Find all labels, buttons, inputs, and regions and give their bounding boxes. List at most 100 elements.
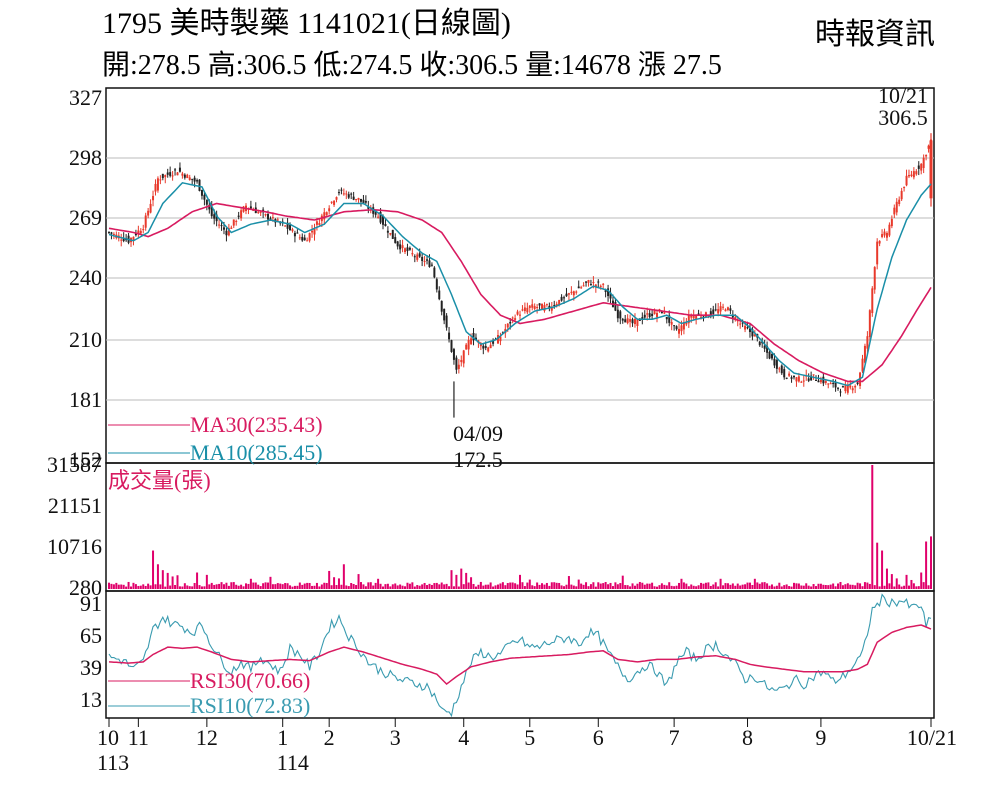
volume-bar <box>849 584 852 589</box>
candle-body <box>132 236 135 240</box>
candle-body <box>770 353 773 359</box>
candle-body <box>648 313 651 318</box>
candle-body <box>215 214 218 222</box>
volume-bar <box>555 582 558 589</box>
volume-bar <box>499 583 502 589</box>
candle-body <box>396 241 399 247</box>
candle-body <box>824 381 827 383</box>
price-tick-label: 269 <box>69 205 102 230</box>
volume-bar <box>477 584 480 589</box>
volume-bar <box>372 585 375 589</box>
price-tick-label: 210 <box>69 327 102 352</box>
candle-body <box>797 376 800 382</box>
volume-bar <box>859 583 862 589</box>
volume-bar <box>115 582 118 589</box>
candle-body <box>751 329 754 337</box>
candle-body <box>352 196 355 200</box>
volume-bar <box>169 585 172 589</box>
volume-bar <box>399 584 402 589</box>
volume-bar <box>888 583 891 589</box>
candle-body <box>646 313 649 315</box>
candle-body <box>621 318 624 321</box>
candle-body <box>169 172 172 176</box>
volume-bar <box>746 582 749 589</box>
x-tick-label: 7 <box>669 725 680 750</box>
volume-bar <box>824 585 827 589</box>
candle-body <box>555 303 558 306</box>
volume-bar <box>384 584 387 589</box>
candle-body <box>470 338 473 345</box>
candle-body <box>144 215 147 228</box>
candle-body <box>492 340 495 344</box>
candle-body <box>717 309 720 314</box>
volume-bar <box>465 572 468 589</box>
candle-body <box>298 237 301 239</box>
volume-bar <box>284 583 287 589</box>
volume-bar <box>401 585 404 589</box>
candle-body <box>541 303 544 310</box>
volume-bar <box>898 584 901 589</box>
candle-body <box>213 214 216 219</box>
volume-bar <box>328 570 331 589</box>
x-tick-label: 4 <box>458 725 469 750</box>
volume-bar <box>440 582 443 589</box>
volume-bar <box>147 583 150 589</box>
volume-bar <box>815 586 818 589</box>
volume-bar <box>149 585 152 589</box>
candle-body <box>350 193 353 195</box>
volume-bar <box>717 586 720 589</box>
volume-bar <box>839 581 842 589</box>
price-candles <box>108 133 933 418</box>
volume-bar <box>621 575 624 589</box>
volume-bar <box>271 584 274 589</box>
candle-body <box>531 304 534 308</box>
candle-body <box>198 179 201 191</box>
volume-tick-label: 280 <box>69 575 102 600</box>
candle-body <box>553 305 556 307</box>
candle-body <box>232 219 235 226</box>
volume-bar <box>770 584 773 589</box>
candle-body <box>514 318 517 320</box>
volume-bar <box>164 586 167 589</box>
volume-bar <box>196 572 199 589</box>
candle-body <box>110 232 113 234</box>
candle-body <box>193 177 196 182</box>
volume-bar <box>697 585 700 589</box>
volume-bar <box>589 584 592 589</box>
volume-bar <box>120 584 123 589</box>
candle-body <box>448 332 451 340</box>
volume-bar <box>805 583 808 589</box>
candle-body <box>837 387 840 389</box>
candle-body <box>142 229 145 231</box>
candle-body <box>301 236 304 241</box>
candle-body <box>663 312 666 314</box>
volume-bar <box>837 583 840 589</box>
volume-bar <box>925 541 928 589</box>
volume-bar <box>741 584 744 589</box>
volume-bar <box>210 582 213 589</box>
volume-bar <box>531 585 534 589</box>
volume-bar <box>347 586 350 589</box>
volume-bar <box>330 585 333 589</box>
volume-bar <box>871 465 874 589</box>
volume-bar <box>171 576 174 589</box>
volume-bar <box>506 583 509 589</box>
volume-bar <box>550 582 553 589</box>
candle-body <box>614 302 617 311</box>
volume-bar <box>394 583 397 589</box>
volume-bar <box>396 585 399 589</box>
volume-bar <box>174 585 177 589</box>
volume-bar <box>208 584 211 589</box>
candle-body <box>249 206 252 209</box>
candle-body <box>164 175 167 178</box>
candle-body <box>673 325 676 327</box>
candle-body <box>311 230 314 233</box>
volume-bar <box>176 575 179 589</box>
candle-body <box>883 231 886 236</box>
volume-bar <box>648 583 651 589</box>
volume-bar <box>188 586 191 589</box>
rsi10-legend-label: RSI10(72.83) <box>190 693 310 718</box>
candle-body <box>499 336 502 342</box>
volume-bar <box>861 586 864 589</box>
